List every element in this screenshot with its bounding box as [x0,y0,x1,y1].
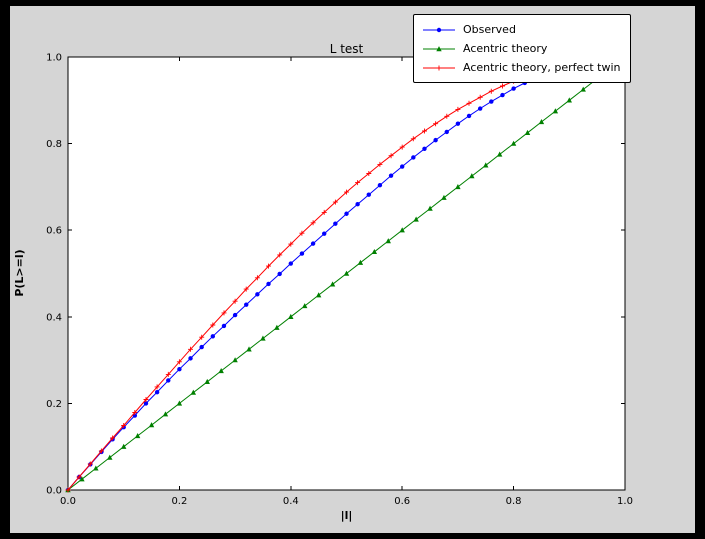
legend-label: Acentric theory, perfect twin [463,61,621,74]
marker-observed [500,92,505,98]
marker-observed [232,312,238,318]
series-line-observed [67,74,548,491]
marker-observed [188,356,193,361]
marker-observed [477,106,483,111]
legend-item-observed: Observed [422,20,620,39]
marker-observed [221,323,227,329]
y-tick-label: 0.2 [46,399,62,410]
marker-observed [177,366,182,372]
x-tick-label: 0.0 [60,496,76,507]
marker-observed [400,164,405,169]
series-line-acentric-theory [67,67,612,491]
legend-item-acentric-theory-perfect-twin: Acentric theory, perfect twin [422,58,620,77]
legend-item-acentric-theory: Acentric theory [422,39,620,58]
marker-observed [422,146,427,151]
y-tick-label: 1.0 [46,53,62,64]
figure: 0.0 0.2 0.4 0.6 0.8 1.0 0.0 0.2 0.4 0.6 0.8 1.0 L t… [10,6,695,533]
legend-label: Observed [463,23,516,36]
legend-sample-triangle [423,45,455,51]
marker-observed [266,281,271,287]
marker-observed [255,292,260,297]
y-tick-label: 0.0 [46,486,62,497]
marker-observed [433,137,438,143]
x-tick-label: 0.4 [283,496,299,507]
y-axis-label: P(L>=l) [13,249,26,297]
chart-title: L test [329,42,364,56]
marker-observed [322,231,327,236]
marker-observed [444,129,449,135]
marker-observed [466,113,472,119]
marker-observed [355,202,360,207]
x-tick-label: 0.8 [506,496,522,507]
marker-observed [377,182,383,188]
marker-observed [299,251,305,256]
marker-observed [366,192,371,197]
y-tick-label: 0.4 [46,312,62,323]
series-line-acentric-theory-perfect-twin [67,62,570,491]
x-tick-label: 0.2 [171,496,187,507]
x-tick-label: 1.0 [617,496,633,507]
marker-observed [166,378,171,383]
marker-observed [411,155,416,160]
marker-observed [143,401,149,406]
marker-observed [210,334,216,339]
marker-observed [154,389,160,395]
marker-observed [333,221,338,226]
plot-canvas: 0.0 0.2 0.4 0.6 0.8 1.0 0.0 0.2 0.4 0.6 0.8 1.0 [46,53,633,508]
legend-sample-plus [423,65,455,70]
y-tick-label: 0.6 [46,226,62,237]
legend-label: Acentric theory [463,42,548,55]
marker-observed [388,173,394,178]
marker-observed [455,121,461,126]
legend: Observed Acentric theory Acentric theory, … [413,14,632,83]
marker-observed [511,86,516,91]
x-tick-label: 0.6 [394,496,410,507]
marker-observed [277,271,282,277]
marker-observed [288,261,293,266]
marker-observed [344,211,349,216]
marker-observed [489,99,494,104]
marker-observed [199,344,204,350]
x-axis-label: |l| [340,509,353,522]
y-tick-label: 0.8 [46,139,62,150]
marker-observed [310,241,316,246]
marker-observed [244,302,249,307]
legend-sample-circle [423,27,455,32]
